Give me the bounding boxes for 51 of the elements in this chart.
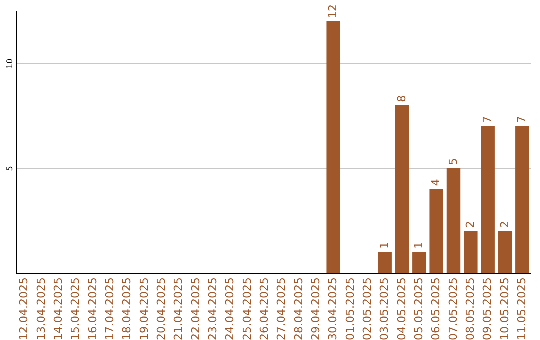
x-tick-label: 06.05.2025 bbox=[430, 278, 443, 340]
data-label: 12 bbox=[326, 4, 340, 18]
data-label: 8 bbox=[395, 95, 408, 102]
data-label: 7 bbox=[515, 116, 528, 124]
bar bbox=[430, 189, 444, 273]
x-tick-label: 27.04.2025 bbox=[275, 278, 288, 340]
bar bbox=[412, 252, 426, 273]
x-tick-label: 07.05.2025 bbox=[446, 278, 460, 340]
data-label: 5 bbox=[446, 158, 460, 166]
data-label: 7 bbox=[481, 116, 494, 124]
bar bbox=[498, 231, 512, 273]
x-tick-label: 15.04.2025 bbox=[69, 278, 82, 340]
x-tick-label: 01.05.2025 bbox=[344, 278, 357, 340]
bar bbox=[464, 231, 478, 273]
x-tick-label: 29.04.2025 bbox=[309, 278, 322, 340]
bar bbox=[446, 168, 461, 273]
x-tick-label: 08.05.2025 bbox=[464, 278, 477, 340]
x-tick-label: 10.05.2025 bbox=[498, 278, 512, 340]
x-tick-label: 14.04.2025 bbox=[52, 278, 65, 340]
x-tick-label: 25.04.2025 bbox=[240, 278, 254, 340]
bar bbox=[395, 105, 410, 273]
x-tick-label: 24.04.2025 bbox=[224, 278, 237, 340]
data-label: 2 bbox=[498, 221, 512, 228]
x-tick-label: 20.04.2025 bbox=[154, 278, 168, 340]
x-tick-label: 04.05.2025 bbox=[395, 278, 408, 340]
x-tick-label: 13.04.2025 bbox=[34, 278, 48, 340]
bar bbox=[326, 21, 340, 273]
x-tick-label: 19.04.2025 bbox=[138, 278, 151, 340]
data-label: 4 bbox=[430, 179, 443, 186]
x-tick-label: 18.04.2025 bbox=[120, 278, 134, 340]
data-label: 2 bbox=[464, 221, 477, 228]
x-tick-label: 17.04.2025 bbox=[103, 278, 116, 340]
x-tick-label: 05.05.2025 bbox=[412, 278, 426, 340]
bar bbox=[481, 126, 495, 273]
bar bbox=[516, 126, 530, 273]
x-tick-label: 03.05.2025 bbox=[378, 278, 392, 340]
x-tick-label: 30.04.2025 bbox=[326, 278, 340, 340]
x-tick-label: 28.04.2025 bbox=[292, 278, 306, 340]
x-tick-label: 02.05.2025 bbox=[360, 278, 374, 340]
y-tick-label: 10 bbox=[6, 58, 14, 69]
x-tick-label: 26.04.2025 bbox=[258, 278, 271, 340]
x-tick-label: 09.05.2025 bbox=[481, 278, 494, 340]
x-tick-label: 21.04.2025 bbox=[172, 278, 186, 340]
x-tick-label: 11.05.2025 bbox=[515, 278, 528, 340]
x-tick-label: 22.04.2025 bbox=[189, 278, 202, 340]
x-tick-label: 23.04.2025 bbox=[206, 278, 220, 340]
x-tick-label: 16.04.2025 bbox=[86, 278, 100, 340]
bar bbox=[378, 252, 392, 273]
data-label: 1 bbox=[378, 242, 392, 250]
x-tick-label: 12.04.2025 bbox=[18, 278, 31, 340]
data-label: 1 bbox=[412, 242, 426, 250]
